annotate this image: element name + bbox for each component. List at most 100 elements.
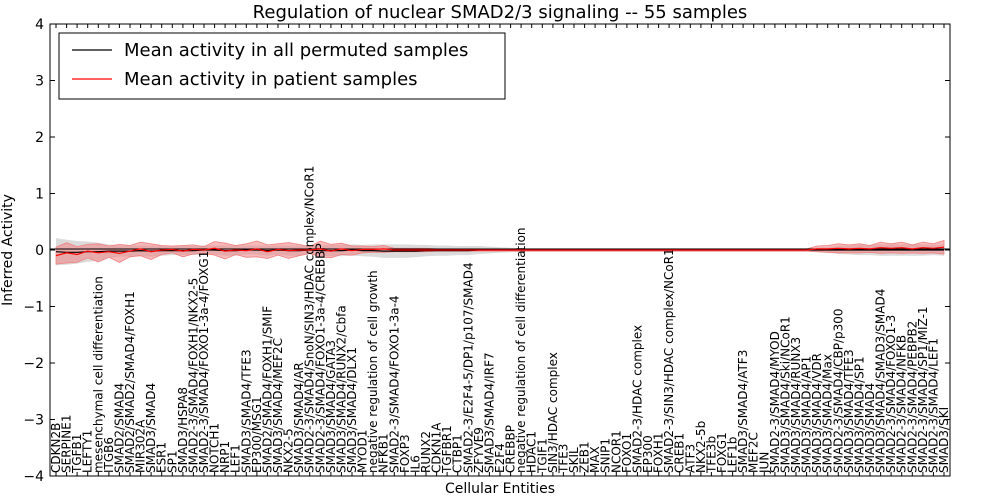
entity-label: TFE3b — [704, 436, 718, 474]
entity-label: SMAD3/SKI — [937, 407, 951, 473]
entity-label: SMAD2-3/SMAD4/FOXO1-3 — [884, 315, 898, 473]
band-permuted-samples — [56, 238, 944, 266]
entity-label: SMAD3/SMAD4/MEF2C — [271, 338, 285, 473]
entity-label: MEF2C — [747, 432, 761, 473]
x-axis — [55, 24, 945, 476]
entity-label: SMAD3/SMAD4/TFE3 — [239, 349, 253, 473]
y-axis: −4 −3 −2 −1 0 1 2 3 4 — [23, 17, 950, 485]
entity-label: SMAD2/SMAD2/SMAD4/FOXH1 — [123, 291, 137, 473]
entity-label: negative regulation of cell growth — [366, 270, 380, 473]
entity-label: IL6 — [408, 455, 422, 473]
entity-label: CTBP1 — [451, 434, 465, 473]
entity-label: EP300 — [641, 435, 655, 473]
y-tick-label: 1 — [35, 187, 44, 203]
entity-label: SMAD2/SMAD4/FOXH1/SMIF — [260, 306, 274, 473]
band-layer — [55, 238, 945, 266]
entity-label: SMAD2-3/HDAC complex — [630, 325, 644, 473]
entity-label: SMAD3/SMAD4/IRF7 — [482, 352, 496, 473]
entity-label: SMAD2-3/SMAD4/SnoN/SIN3/HDAC complex/NCo… — [303, 166, 317, 473]
entity-label: negative regulation of cell differentiat… — [514, 227, 528, 473]
entity-label: SMAD2-3/E2F4-5/DP1/p107/SMAD4 — [461, 262, 475, 473]
entity-label: SMAD2-3/SMAD4/MYOD — [768, 331, 782, 473]
entity-label: RUNX2 — [419, 431, 433, 473]
entity-label: LEFTY1 — [81, 430, 95, 473]
entity-label: FOXP3 — [398, 434, 412, 473]
entity-label: TGFBR1 — [440, 425, 454, 474]
entity-label: E2F4 — [493, 443, 507, 473]
entity-label: JUN — [757, 452, 771, 474]
entity-label: FOXO1 — [620, 433, 634, 473]
entity-label: SMAD2-3/SMAD4/FOXO1-3a-4/FOXG1 — [197, 251, 211, 473]
entity-label: mesenchymal cell differentiation — [91, 276, 105, 473]
entity-label: CREB1 — [673, 433, 687, 473]
entity-label: SMAD3/SMAD4/Ski/NCoR1 — [778, 316, 792, 473]
entity-label: SMAD2-3/SMAD4/PEBPB2 — [905, 321, 919, 473]
entity-label: SMAD2-3/SMAD4/FOXO1-3a-4 — [387, 295, 401, 473]
entity-label: SKIL — [567, 447, 581, 473]
entity-label: SMAD3/SMAD4/AP1 — [800, 356, 814, 473]
legend-label-patient: Mean activity in patient samples — [124, 69, 418, 90]
entity-label: SMAD3/SMAD4/VDR — [810, 353, 824, 473]
entity-label: SMAD2-3/SMAD4/NFKB — [895, 335, 909, 473]
entity-label: MAX — [588, 446, 602, 473]
y-axis-label: Inferred Activity — [0, 194, 16, 306]
legend-label-permuted: Mean activity in all permuted samples — [124, 40, 468, 61]
entity-label: CREBBP — [504, 425, 518, 473]
entity-label: NFKB1 — [377, 433, 391, 473]
entity-label: SMAD3/SMAD4/SMAD3/SMAD4 — [874, 289, 888, 473]
entity-label: SNIP1 — [599, 438, 613, 473]
series-line-layer — [55, 246, 945, 257]
entity-label: HDAC1 — [525, 431, 539, 473]
entity-label: SIN3/HDAC complex — [546, 352, 560, 473]
entity-label: SMAD3/SMAD4/Max — [821, 354, 835, 473]
x-axis-label: Cellular Entities — [445, 481, 555, 497]
y-tick-label: 0 — [35, 243, 44, 259]
entity-label: SMAD3/SMAD4/SP1 — [852, 356, 866, 473]
entity-label: SMAD3/SMAD4 — [144, 383, 158, 473]
entity-label: CDKN1A — [430, 422, 444, 473]
y-tick-label: 4 — [35, 17, 44, 33]
entity-label: SMAD2-3/SMAD4/CBP/p300 — [831, 308, 845, 473]
y-tick-label: −1 — [23, 300, 44, 316]
entity-label: SMAD3/SMAD4/GATA3 — [324, 340, 338, 473]
entity-label: ITGB6 — [102, 437, 116, 473]
entity-label: TFE3 — [556, 444, 570, 474]
y-tick-label: 3 — [35, 74, 44, 90]
entity-label: SMAD3/SMAD4/AR — [292, 362, 306, 473]
entity-label: SP1 — [165, 451, 179, 474]
y-tick-label: −2 — [23, 356, 44, 372]
entity-label: MYOD1 — [356, 430, 370, 473]
entity-label: NCOR1 — [609, 430, 623, 473]
entity-label: SMAD3/SMAD4/RUNX3 — [789, 337, 803, 473]
entity-label: MIR302A — [134, 419, 148, 473]
entity-label: TGIF1 — [535, 438, 549, 474]
entity-label: ZEB1 — [578, 441, 592, 473]
entity-label: SMAD2/SMAD4 — [112, 383, 126, 473]
legend: Mean activity in all permuted samples Me… — [58, 32, 506, 100]
entity-label: NKX2-5 — [282, 428, 296, 473]
line-patient-mean — [55, 246, 945, 257]
entity-label: NRP1 — [218, 441, 232, 473]
entity-label: ZFYVE9 — [472, 427, 486, 473]
entity-label: SERPINE1 — [60, 414, 74, 473]
y-tick-label: −4 — [23, 469, 44, 485]
entity-label: SMAD3/SMAD4/ATF3 — [736, 350, 750, 473]
entity-label: EP300/MSG1 — [250, 396, 264, 473]
entity-label: SMAD3/SMAD4 — [863, 383, 877, 473]
chart-title: Regulation of nuclear SMAD2/3 signaling … — [253, 2, 748, 23]
y-tick-label: −3 — [23, 413, 44, 429]
entity-label: SMAD3/SMAD4/DLX1 — [345, 347, 359, 473]
entity-label: CDKN2B — [49, 423, 63, 473]
entity-label: SMAD2-3/SMAD4/SP1/MIZ-1 — [916, 306, 930, 473]
entity-label: LEF1 — [229, 444, 243, 473]
legend-box — [58, 32, 506, 100]
entity-label: SMAD3/HSPA8 — [176, 387, 190, 473]
entity-label: SMAD2-3/SIN3/HDAC complex/NCoR1 — [662, 248, 676, 473]
entity-label: NOTCH1 — [208, 423, 222, 473]
entity-label: TGFB1 — [70, 434, 84, 474]
entity-label: ESR1 — [155, 442, 169, 473]
band-patient-samples — [55, 239, 945, 265]
entity-label: NKX2-5b — [694, 421, 708, 473]
